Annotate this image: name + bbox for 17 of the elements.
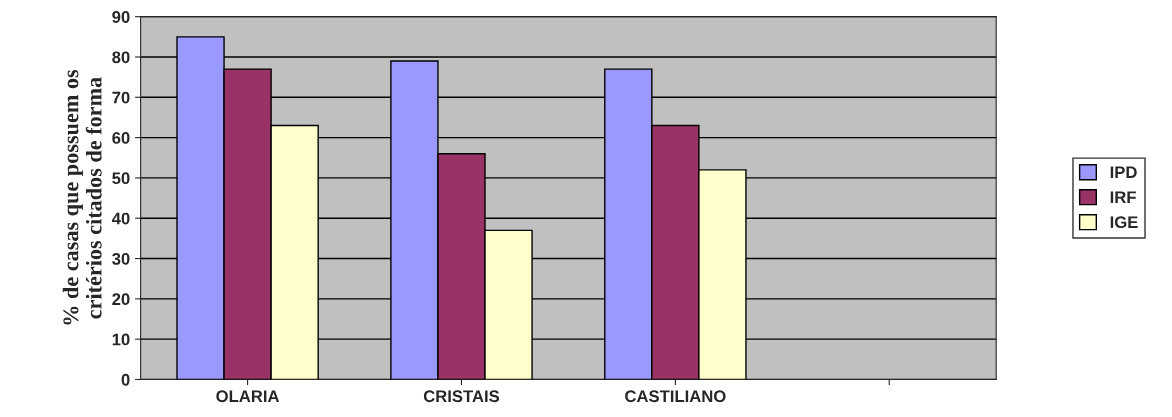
x-tick-label: OLARIA (216, 390, 280, 403)
y-tick-label: 70 (112, 91, 130, 104)
y-tick-label: 60 (112, 132, 130, 144)
y-tick-label: 10 (112, 333, 130, 346)
y-tick-label: 80 (112, 51, 130, 64)
x-tick-label: CASTILIANO (625, 390, 726, 403)
legend-label: IGE (1110, 216, 1138, 229)
y-axis-title: % de casas que possuem os critérios citados de forma (62, 69, 102, 325)
y-tick-label: 20 (112, 293, 130, 306)
y-tick-label: 0 (121, 373, 130, 386)
y-tick-label: 40 (111, 212, 130, 225)
legend-label: IPD (1110, 166, 1137, 178)
y-tick-label: 30 (112, 252, 130, 265)
y-tick-label: 90 (112, 11, 130, 23)
legend-label: IRF (1110, 191, 1136, 203)
x-tick-label: CRISTAIS (423, 390, 500, 403)
y-tick-label: 50 (112, 172, 130, 185)
